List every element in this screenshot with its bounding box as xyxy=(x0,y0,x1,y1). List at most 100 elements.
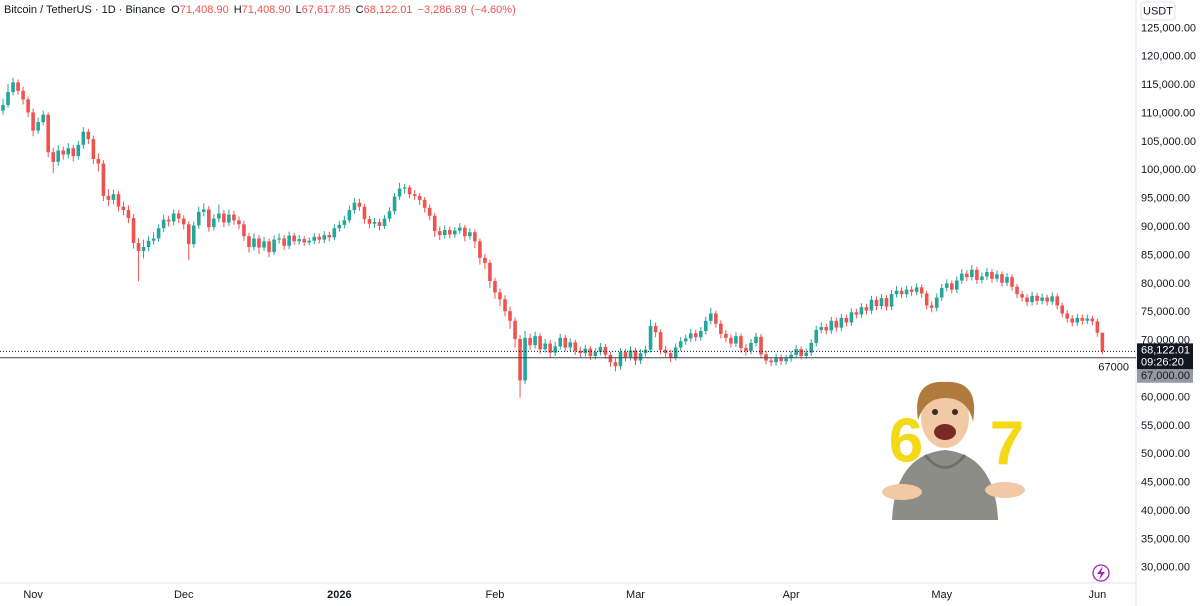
candle-body xyxy=(1090,318,1095,322)
ohlc-key: L xyxy=(295,4,302,16)
y-tick-label: 110,000.00 xyxy=(1141,107,1195,119)
candle-body xyxy=(141,246,146,251)
candle-body xyxy=(658,332,663,350)
y-tick-label: 100,000.00 xyxy=(1141,164,1196,176)
candle-body xyxy=(1,105,5,111)
candle-body xyxy=(1015,286,1019,295)
candle-body xyxy=(1000,274,1004,283)
candle-body xyxy=(222,213,226,223)
candle-body xyxy=(76,144,81,157)
candle-body xyxy=(714,313,718,324)
candle-body xyxy=(759,336,763,355)
hoodie xyxy=(892,450,998,520)
candle-body xyxy=(673,347,678,358)
candle-body xyxy=(207,209,211,228)
candle-body xyxy=(869,299,874,311)
candle-body xyxy=(1030,295,1034,303)
candle-body xyxy=(247,236,251,247)
candle-body xyxy=(437,231,442,236)
candle-body xyxy=(633,350,638,361)
candle-body xyxy=(6,91,10,106)
icon-bolt[interactable] xyxy=(1097,566,1105,580)
candle-body xyxy=(337,224,342,229)
candle-body xyxy=(483,257,487,263)
y-tick-label: 35,000.00 xyxy=(1141,533,1190,545)
candle-body xyxy=(955,280,959,290)
candle-body xyxy=(608,354,613,363)
candle-body xyxy=(1095,321,1100,333)
flash-icon[interactable] xyxy=(1092,564,1110,582)
y-tick-label: 120,000.00 xyxy=(1141,51,1196,63)
candle-body xyxy=(282,238,286,246)
candle-body xyxy=(463,227,467,237)
candle-body xyxy=(36,122,40,131)
candle-body xyxy=(347,210,352,221)
candle-body xyxy=(789,354,793,359)
candle-body xyxy=(488,262,492,282)
candle-body xyxy=(613,362,618,367)
ohlc-value: 68,122.01 xyxy=(363,4,413,16)
candle-body xyxy=(919,287,924,294)
y-tick-label: 90,000.00 xyxy=(1141,221,1190,233)
candle-body xyxy=(81,131,86,145)
candle-body xyxy=(26,99,30,113)
candle-body xyxy=(508,311,512,321)
candle-body xyxy=(819,327,824,330)
icon-ring[interactable] xyxy=(1092,564,1110,582)
candle-body xyxy=(106,195,111,200)
candle-body xyxy=(513,320,517,339)
candle-body xyxy=(1040,297,1044,301)
ohlc-value: 67,617.85 xyxy=(301,4,351,16)
candle-body xyxy=(553,346,557,353)
candle-body xyxy=(171,213,176,222)
candle-body xyxy=(744,348,748,351)
candle-body xyxy=(11,82,15,92)
candle-body xyxy=(111,194,116,200)
candle-body xyxy=(66,148,71,155)
candle-body xyxy=(327,235,332,238)
change: −3,286.89 xyxy=(417,4,467,16)
candle-body xyxy=(1080,317,1085,321)
ohlc-key: C xyxy=(355,4,364,16)
candle-body xyxy=(804,352,808,357)
candle-body xyxy=(734,336,738,344)
candle-body xyxy=(889,294,894,307)
candle-body xyxy=(533,336,537,346)
candle-body xyxy=(357,202,362,207)
candle-body xyxy=(648,325,653,350)
candle-body xyxy=(995,274,999,279)
candle-body xyxy=(924,293,929,306)
candle-body xyxy=(844,317,849,323)
currency-box[interactable] xyxy=(1140,1,1176,21)
candle-body xyxy=(362,206,367,220)
currency[interactable]: USDT xyxy=(1143,5,1173,17)
candle-body xyxy=(719,323,723,334)
candle-body xyxy=(402,187,407,189)
candle-body xyxy=(944,283,949,288)
candle-body xyxy=(1025,297,1029,303)
candle-body xyxy=(161,219,166,229)
hline-axis-box xyxy=(1137,369,1193,383)
x-tick-label: Feb xyxy=(485,589,504,601)
candle-body xyxy=(442,229,447,236)
candle-body xyxy=(663,349,668,354)
y-tick-label: 95,000.00 xyxy=(1141,193,1190,205)
candle-body xyxy=(1055,296,1059,306)
candle-body xyxy=(573,342,578,351)
candle-body xyxy=(196,211,201,226)
candle-body xyxy=(21,90,25,100)
candle-body xyxy=(934,297,939,308)
candle-body xyxy=(568,342,573,348)
candle-body xyxy=(829,320,834,331)
candle-body xyxy=(739,336,743,349)
candle-body xyxy=(422,199,427,208)
face xyxy=(921,388,969,448)
change-pct: (−4.60%) xyxy=(470,4,516,16)
candle-body xyxy=(31,112,35,131)
candle-body xyxy=(558,337,563,347)
candle-body xyxy=(894,290,899,295)
hand xyxy=(882,484,922,500)
candle-body xyxy=(774,357,778,363)
candle-body xyxy=(232,214,236,221)
x-tick-label: Apr xyxy=(783,589,800,601)
